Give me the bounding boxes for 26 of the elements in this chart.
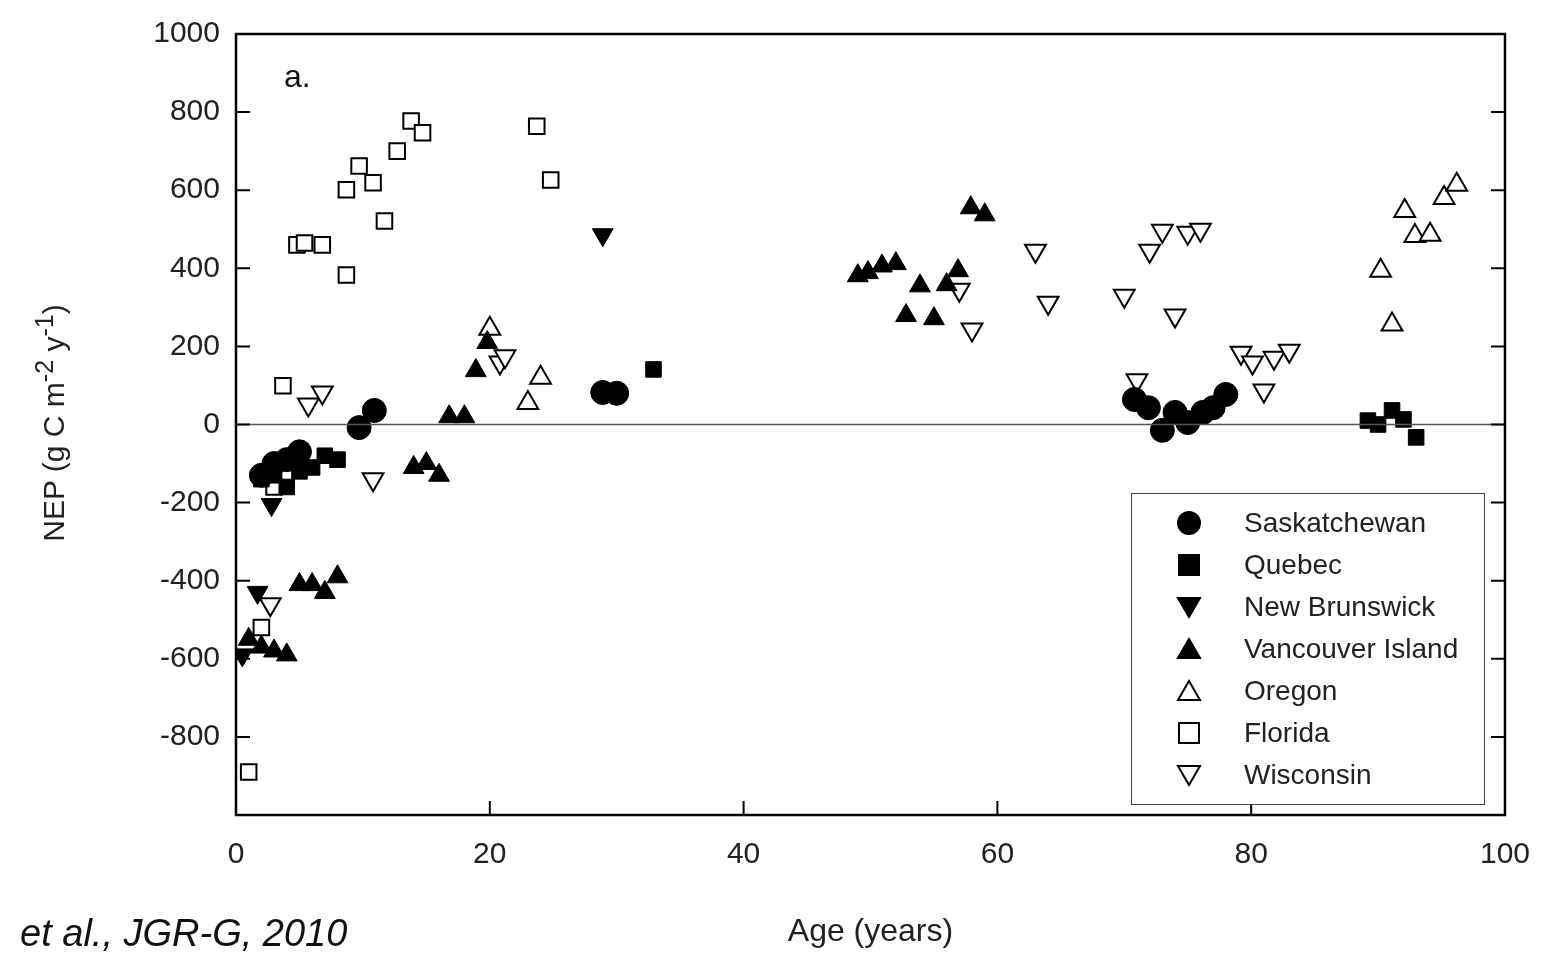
x-axis-title: Age (years) (787, 912, 954, 949)
x-tick-label: 40 (726, 836, 761, 870)
x-tick-label: 0 (227, 836, 245, 870)
y-tick-label: -200 (159, 483, 220, 517)
legend-label: Saskatchewan (1243, 507, 1427, 539)
y-tick-label: -400 (159, 561, 220, 595)
y-tick-label: 800 (169, 93, 220, 127)
x-tick-label: 60 (980, 836, 1015, 870)
y-tick-label: 1000 (153, 15, 220, 49)
y-tick-label: 400 (169, 249, 220, 283)
legend-label: Wisconsin (1243, 759, 1372, 791)
x-tick-label: 100 (1479, 836, 1530, 870)
y-tick-label: 200 (169, 327, 220, 361)
legend-label: Quebec (1243, 549, 1343, 581)
x-tick-label: 80 (1234, 836, 1268, 870)
legend-label: Vancouver Island (1243, 633, 1459, 665)
annotation: a. (284, 57, 311, 94)
legend-label: Oregon (1243, 675, 1338, 707)
x-tick-label: 20 (473, 836, 507, 870)
legend-label: New Brunswick (1243, 591, 1436, 623)
y-tick-label: 600 (169, 171, 220, 205)
y-tick-label: -800 (159, 718, 220, 752)
y-tick-label: -600 (159, 640, 220, 674)
text: et al., JGR-G, 2010 (20, 912, 348, 955)
y-tick-label: 0 (203, 405, 220, 439)
legend-label: Florida (1243, 717, 1330, 749)
